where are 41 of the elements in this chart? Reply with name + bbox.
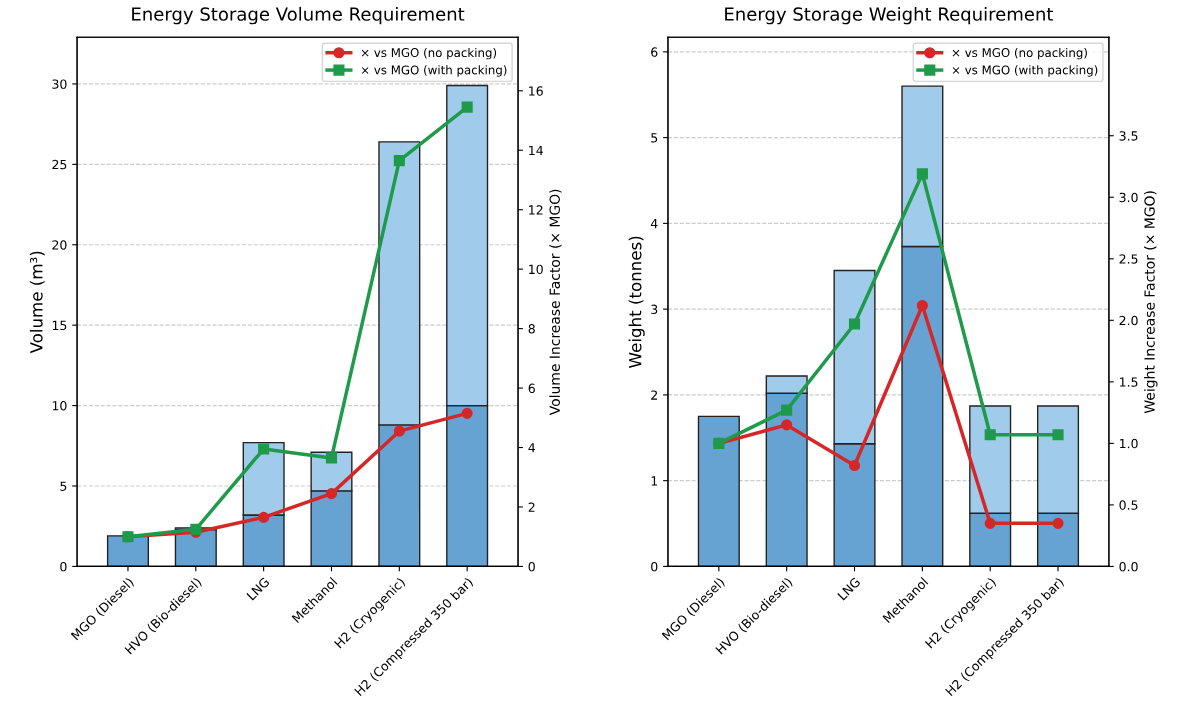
- y-axis-title: Weight (tonnes): [628, 236, 645, 368]
- legend-label: × vs MGO (no packing): [361, 47, 497, 60]
- y-tick-label: 2: [651, 390, 657, 400]
- y-tick-label: 0: [651, 561, 658, 572]
- y2-tick-label: 10: [529, 264, 543, 275]
- y-tick-label: 25: [52, 159, 67, 170]
- y2-tick-label: 16: [529, 86, 543, 96]
- y2-tick-label: 4: [528, 443, 536, 453]
- y-tick-label: 1: [651, 476, 658, 486]
- y2-tick-label: 3.5: [1119, 131, 1138, 141]
- y-tick-label: 4: [650, 219, 658, 229]
- y-tick-label: 30: [52, 79, 67, 89]
- chart-title: Energy Storage Volume Requirement: [132, 6, 465, 25]
- chart-title: Energy Storage Weight Requirement: [725, 6, 1054, 25]
- y2-axis-title: Volume Increase Factor (× MGO): [549, 189, 562, 416]
- y-tick-label: 3: [651, 304, 658, 315]
- y-tick-label: 10: [52, 401, 67, 411]
- y2-tick-label: 2.5: [1119, 254, 1138, 264]
- y-tick-label: 0: [60, 561, 67, 572]
- y2-tick-label: 2.0: [1119, 315, 1138, 326]
- y2-tick-label: 1.5: [1120, 377, 1138, 387]
- y2-tick-label: 0.0: [1119, 561, 1138, 572]
- y-tick-label: 15: [52, 320, 67, 331]
- y-axis-title: Volume (m³): [29, 251, 45, 354]
- y2-axis-title: Weight Increase Factor (× MGO): [1144, 191, 1158, 414]
- y2-tick-label: 0: [528, 561, 535, 572]
- y2-tick-label: 2: [528, 502, 535, 512]
- legend-label: × vs MGO (with packing): [361, 65, 507, 77]
- y-tick-label: 5: [60, 481, 67, 491]
- y2-tick-label: 1.0: [1120, 438, 1138, 449]
- y2-tick-label: 14: [529, 145, 543, 155]
- legend-label: × vs MGO (with packing): [952, 65, 1098, 77]
- y2-tick-label: 8: [528, 324, 535, 334]
- y2-tick-label: 3.0: [1119, 192, 1138, 203]
- y2-tick-label: 12: [529, 205, 543, 215]
- legend-label: × vs MGO (no packing): [952, 47, 1087, 60]
- y2-tick-label: 0.5: [1119, 500, 1138, 510]
- y2-tick-label: 6: [528, 383, 535, 393]
- y-tick-label: 20: [52, 240, 67, 250]
- y-tick-label: 5: [651, 133, 658, 143]
- y-tick-label: 6: [651, 47, 658, 57]
